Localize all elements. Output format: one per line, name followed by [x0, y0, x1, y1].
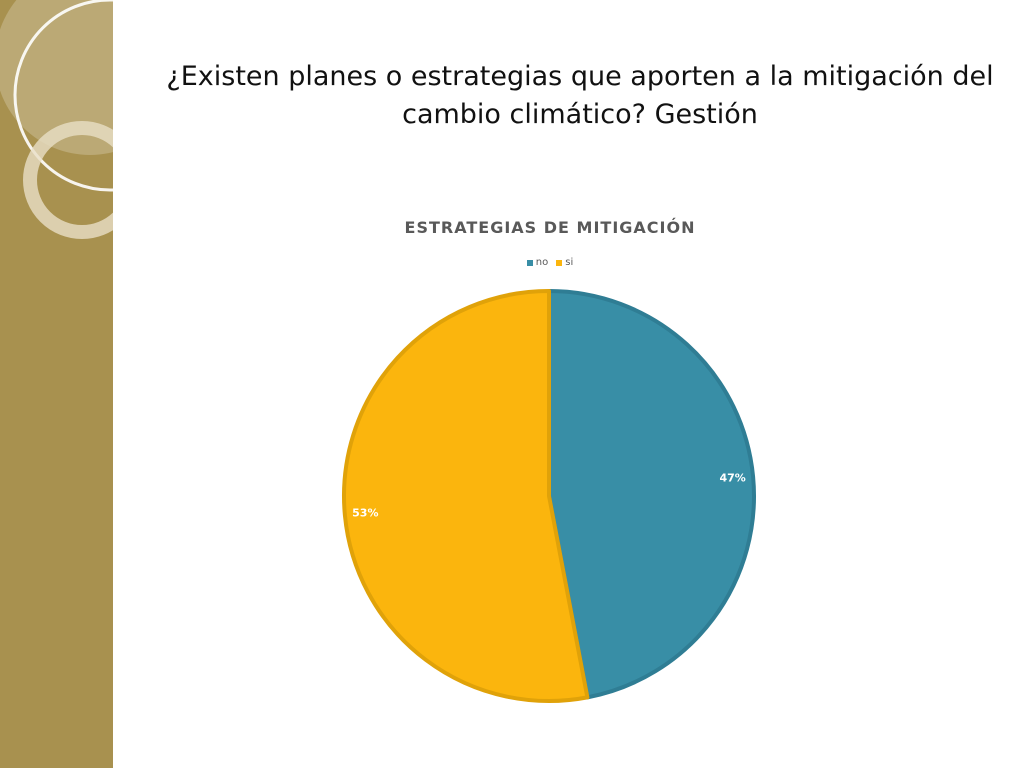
pie-slice-si	[342, 289, 590, 703]
chart-legend: no si	[500, 257, 600, 268]
legend-item-no: no	[526, 257, 549, 268]
pie-label-no: 47%	[720, 472, 746, 485]
legend-swatch-si	[556, 259, 563, 266]
legend-swatch-no	[526, 259, 533, 266]
decorative-side-band	[0, 0, 113, 768]
slide-title: ¿Existen planes o estrategias que aporte…	[166, 61, 994, 130]
legend-label-no: no	[535, 257, 549, 268]
pie-label-si: 53%	[352, 506, 378, 519]
chart-title: ESTRATEGIAS DE MITIGACIÓN	[404, 218, 696, 237]
legend-item-si: si	[556, 257, 573, 268]
legend-label-si: si	[565, 257, 574, 268]
pie-slice-no	[547, 289, 756, 700]
decorative-rings	[0, 0, 113, 239]
